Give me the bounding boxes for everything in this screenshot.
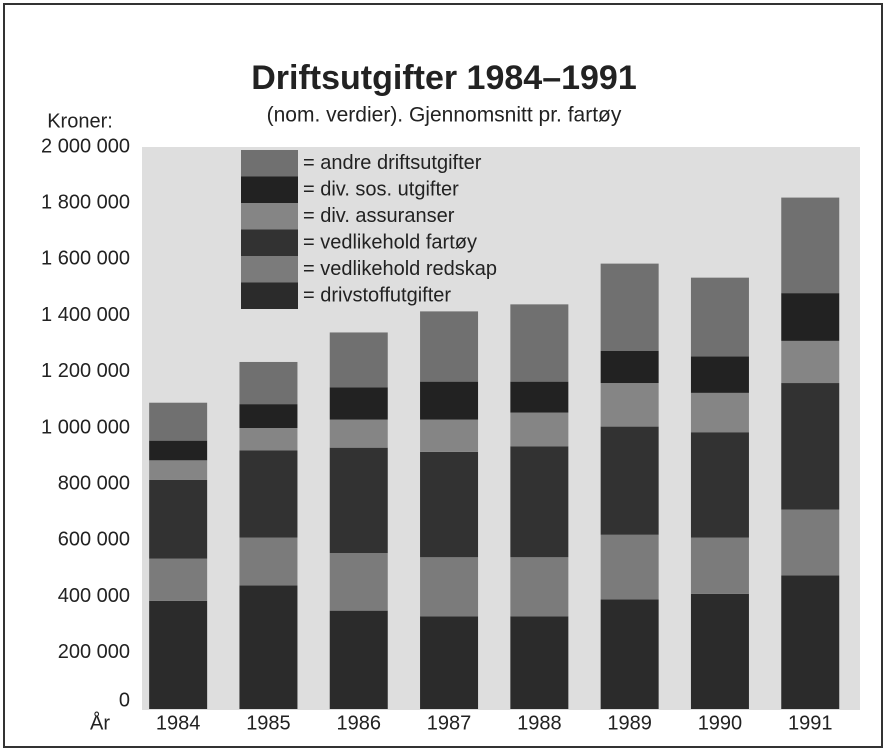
bar-segment (690, 593, 749, 709)
legend-label: = vedlikehold fartøy (303, 231, 477, 253)
bar-segment (329, 610, 388, 709)
bar-segment (510, 381, 569, 413)
y-tick-label: 0 (119, 689, 130, 711)
bar-segment (510, 304, 569, 382)
bar-segment (690, 277, 749, 357)
bar-segment (781, 197, 840, 294)
bar-segment (239, 361, 298, 405)
x-tick-label: 1985 (246, 712, 291, 734)
bar-segment (690, 537, 749, 594)
bar-segment (420, 419, 479, 452)
bar-segment (149, 479, 208, 559)
bar-segment (510, 446, 569, 558)
bar-segment (781, 509, 840, 576)
y-tick-label: 1 000 000 (41, 416, 130, 438)
y-tick-label: 200 000 (58, 641, 130, 663)
chart-title: Driftsutgifter 1984–1991 (251, 59, 637, 97)
bar-segment (239, 450, 298, 538)
bar-segment (600, 426, 659, 535)
legend-label: = div. assuranser (303, 205, 455, 227)
bar-segment (600, 263, 659, 351)
x-tick-label: 1987 (427, 712, 472, 734)
bar-segment (239, 585, 298, 709)
y-tick-label: 1 400 000 (41, 304, 130, 326)
legend-swatch (241, 229, 298, 256)
x-axis-label: År (90, 711, 110, 734)
legend-swatch (241, 256, 298, 283)
bar-segment (239, 428, 298, 451)
bar-segment (420, 381, 479, 420)
bar-segment (149, 460, 208, 480)
bar-segment (420, 311, 479, 382)
bar-segment (510, 412, 569, 447)
bar-segment (420, 557, 479, 617)
bar-segment (690, 356, 749, 393)
bar-segment (690, 392, 749, 433)
bar-segment (781, 383, 840, 510)
x-tick-label: 1986 (337, 712, 382, 734)
bar-segment (149, 558, 208, 601)
bar-segment (329, 387, 388, 420)
bar-segment (510, 616, 569, 709)
legend-label: = drivstoffutgifter (303, 284, 451, 306)
bar-segment (600, 599, 659, 709)
y-tick-label: 2 000 000 (41, 135, 130, 157)
chart-subtitle: (nom. verdier). Gjennomsnitt pr. fartøy (267, 104, 622, 127)
bar-segment (329, 332, 388, 388)
y-tick-label: 600 000 (58, 529, 130, 551)
bar-segment (600, 383, 659, 427)
y-tick-label: 1 600 000 (41, 248, 130, 270)
y-tick-label: 400 000 (58, 585, 130, 607)
legend-swatch (241, 150, 298, 177)
bar-segment (781, 293, 840, 341)
legend-label: = div. sos. utgifter (303, 178, 459, 200)
bar-segment (420, 616, 479, 709)
legend-swatch (241, 282, 298, 309)
x-tick-label: 1989 (607, 712, 652, 734)
legend-swatch (241, 203, 298, 230)
legend-label: = vedlikehold redskap (303, 258, 497, 280)
bar-segment (329, 447, 388, 554)
bar-segment (149, 600, 208, 709)
x-tick-label: 1991 (788, 712, 833, 734)
bar-segment (690, 432, 749, 538)
bar-segment (600, 534, 659, 600)
y-axis-label: Kroner: (47, 110, 113, 132)
bar-segment (420, 451, 479, 558)
x-tick-label: 1984 (156, 712, 201, 734)
bar-segment (149, 440, 208, 461)
x-tick-label: 1990 (698, 712, 743, 734)
bar-segment (510, 557, 569, 617)
bar-segment (781, 575, 840, 709)
y-tick-label: 1 200 000 (41, 360, 130, 382)
bar-segment (329, 419, 388, 448)
x-tick-label: 1988 (517, 712, 562, 734)
bar-segment (781, 340, 840, 384)
bar-segment (149, 402, 208, 441)
bar-segment (600, 350, 659, 384)
legend-swatch (241, 176, 298, 203)
bar-segment (239, 404, 298, 428)
legend-label: = andre driftsutgifter (303, 152, 482, 174)
bar-segment (329, 553, 388, 611)
y-tick-label: 1 800 000 (41, 191, 130, 213)
bar-segment (239, 537, 298, 586)
y-tick-label: 800 000 (58, 472, 130, 494)
